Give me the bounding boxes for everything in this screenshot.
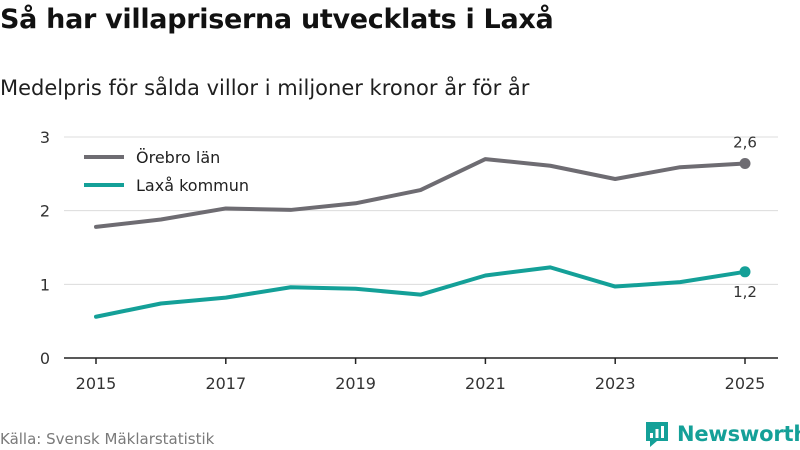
chart-title: Så har villapriserna utvecklats i Laxå	[0, 4, 554, 35]
end-point-marker	[739, 266, 751, 278]
legend: Örebro län Laxå kommun	[84, 148, 249, 195]
series-lines	[94, 157, 751, 319]
brand-logo[interactable]: Newsworthy	[644, 420, 800, 448]
y-tick-label: 3	[40, 128, 50, 147]
data-labels: 2,6 1,2	[733, 134, 757, 301]
newsworthy-logo-icon	[646, 422, 668, 447]
end-value-label: 2,6	[733, 134, 757, 152]
source-note: Källa: Svensk Mäklarstatistik	[0, 430, 215, 448]
x-tick-label: 2015	[76, 374, 117, 393]
y-tick-label: 1	[40, 275, 50, 294]
x-tick-label: 2019	[335, 374, 376, 393]
brand-name: Newsworthy	[677, 422, 800, 446]
x-tick-label: 2017	[205, 374, 246, 393]
chart-subtitle: Medelpris för sålda villor i miljoner kr…	[0, 76, 530, 100]
y-tick-label: 2	[40, 202, 50, 221]
x-tick-label: 2025	[725, 374, 766, 393]
axes: 0 1 2 3 2015 2017 2019 2021 2023 2025	[40, 128, 778, 393]
series-line-orebro-lan	[94, 157, 747, 229]
end-value-label: 1,2	[733, 283, 757, 301]
x-tick-label: 2023	[595, 374, 636, 393]
end-point-marker	[739, 158, 751, 170]
legend-label: Örebro län	[136, 148, 220, 167]
y-tick-label: 0	[40, 349, 50, 368]
line-chart: 0 1 2 3 2015 2017 2019 2021 2023 2025 2,6 1,2 Öreb…	[40, 128, 778, 393]
legend-label: Laxå kommun	[136, 176, 249, 195]
x-tick-label: 2021	[465, 374, 506, 393]
series-line-laxa-kommun	[94, 265, 747, 319]
